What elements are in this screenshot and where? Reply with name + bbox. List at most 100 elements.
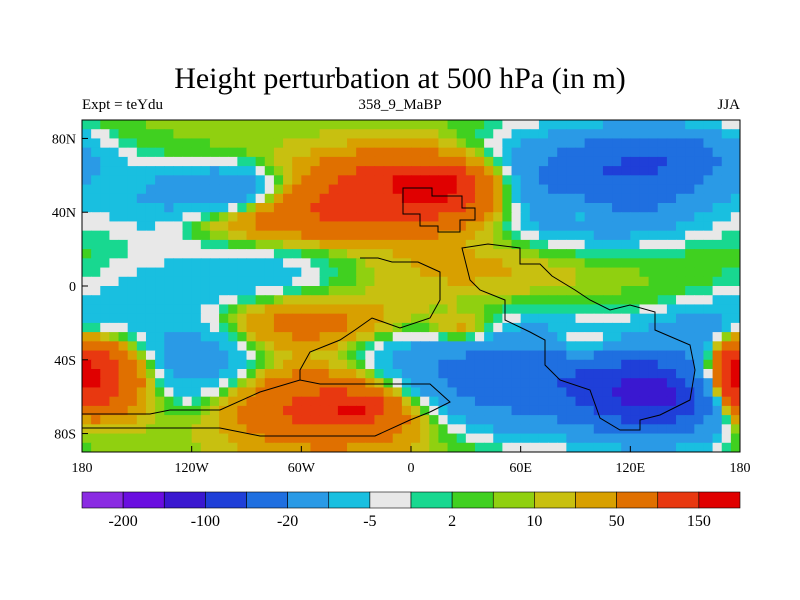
contour-cell bbox=[721, 230, 732, 241]
contour-cell bbox=[136, 295, 147, 306]
contour-cell bbox=[612, 369, 622, 379]
contour-cell bbox=[200, 387, 211, 398]
contour-cell bbox=[529, 184, 540, 195]
contour-cell bbox=[465, 341, 476, 352]
contour-cell bbox=[465, 138, 476, 149]
contour-cell bbox=[164, 175, 174, 186]
contour-cell bbox=[164, 286, 174, 296]
contour-cell bbox=[164, 405, 174, 416]
contour-cell bbox=[191, 387, 202, 398]
contour-cell bbox=[566, 239, 577, 250]
contour-cell bbox=[328, 276, 339, 287]
contour-cell bbox=[228, 295, 238, 306]
contour-cell bbox=[392, 442, 403, 452]
contour-cell bbox=[82, 424, 92, 435]
contour-cell bbox=[401, 286, 412, 296]
contour-cell bbox=[465, 175, 476, 186]
contour-cell bbox=[666, 203, 677, 213]
contour-cell bbox=[548, 212, 558, 223]
contour-cell bbox=[283, 193, 293, 204]
contour-cell bbox=[520, 350, 531, 361]
contour-cell bbox=[484, 249, 494, 259]
contour-cell bbox=[465, 442, 476, 452]
contour-cell bbox=[273, 120, 284, 130]
contour-cell bbox=[730, 350, 740, 361]
contour-cell bbox=[420, 313, 430, 324]
contour-cell bbox=[292, 286, 302, 296]
contour-cell bbox=[255, 369, 266, 379]
contour-cell bbox=[538, 295, 549, 306]
contour-cell bbox=[593, 415, 604, 425]
contour-cell bbox=[465, 286, 476, 296]
contour-cell bbox=[721, 369, 732, 379]
contour-cell bbox=[520, 322, 531, 333]
contour-cell bbox=[209, 203, 220, 213]
contour-cell bbox=[575, 276, 586, 287]
contour-cell bbox=[657, 184, 668, 195]
contour-cell bbox=[328, 322, 339, 333]
contour-cell bbox=[447, 332, 458, 342]
contour-cell bbox=[529, 203, 540, 213]
contour-cell bbox=[100, 378, 111, 389]
contour-cell bbox=[255, 350, 266, 361]
contour-cell bbox=[145, 249, 156, 259]
contour-cell bbox=[538, 378, 549, 389]
contour-cell bbox=[456, 249, 467, 259]
contour-cell bbox=[164, 396, 174, 407]
contour-cell bbox=[465, 129, 476, 140]
contour-cell bbox=[520, 276, 531, 287]
contour-cell bbox=[474, 415, 485, 425]
contour-cell bbox=[639, 322, 650, 333]
contour-cell bbox=[520, 258, 531, 269]
contour-cell bbox=[109, 332, 120, 342]
contour-cell bbox=[356, 332, 366, 342]
contour-cell bbox=[666, 369, 677, 379]
contour-cell bbox=[721, 120, 732, 130]
contour-cell bbox=[401, 221, 412, 232]
contour-cell bbox=[337, 203, 348, 213]
contour-cell bbox=[712, 212, 723, 223]
contour-cell bbox=[337, 276, 348, 287]
contour-cell bbox=[191, 286, 202, 296]
contour-cell bbox=[575, 203, 586, 213]
y-tick-label: 0 bbox=[69, 280, 76, 295]
contour-cell bbox=[310, 322, 321, 333]
contour-cell bbox=[91, 387, 101, 398]
contour-cell bbox=[493, 387, 503, 398]
contour-cell bbox=[228, 415, 238, 425]
contour-cell bbox=[621, 120, 631, 130]
contour-cell bbox=[730, 286, 740, 296]
contour-cell bbox=[685, 184, 695, 195]
contour-cell bbox=[401, 387, 412, 398]
contour-cell bbox=[484, 221, 494, 232]
contour-cell bbox=[383, 221, 394, 232]
contour-cell bbox=[392, 166, 403, 176]
contour-cell bbox=[420, 184, 430, 195]
contour-cell bbox=[621, 249, 631, 259]
contour-cell bbox=[411, 396, 421, 407]
contour-cell bbox=[209, 350, 220, 361]
contour-cell bbox=[292, 267, 302, 278]
contour-cell bbox=[383, 120, 394, 130]
contour-cell bbox=[584, 332, 595, 342]
contour-cell bbox=[374, 286, 385, 296]
contour-cell bbox=[319, 156, 330, 167]
contour-cell bbox=[612, 424, 622, 435]
contour-cell bbox=[319, 313, 330, 324]
contour-cell bbox=[200, 378, 211, 389]
contour-cell bbox=[666, 286, 677, 296]
contour-cell bbox=[502, 442, 513, 452]
contour-cell bbox=[374, 184, 385, 195]
contour-cell bbox=[255, 332, 266, 342]
contour-cell bbox=[657, 258, 668, 269]
contour-cell bbox=[374, 239, 385, 250]
contour-cell bbox=[548, 286, 558, 296]
contour-cell bbox=[292, 239, 302, 250]
contour-cell bbox=[155, 239, 165, 250]
contour-cell bbox=[118, 212, 129, 223]
contour-cell bbox=[118, 341, 129, 352]
contour-cell bbox=[602, 387, 613, 398]
contour-cell bbox=[502, 203, 513, 213]
contour-cell bbox=[456, 313, 467, 324]
contour-cell bbox=[730, 359, 740, 370]
